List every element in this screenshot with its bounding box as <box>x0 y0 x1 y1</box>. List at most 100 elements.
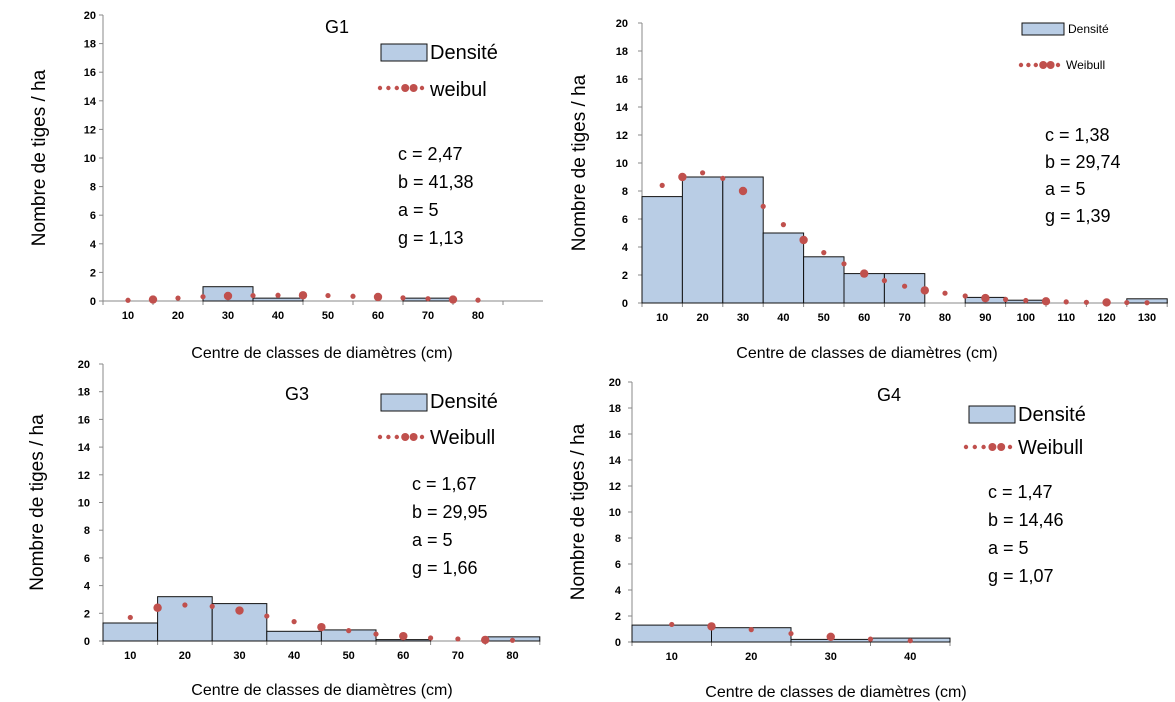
y-tick-label: 0 <box>90 296 96 308</box>
y-tick-label: 18 <box>84 39 96 51</box>
legend-weibull-dot <box>409 84 418 92</box>
legend-weibull-dot <box>377 85 383 91</box>
legend-weibull-dot <box>386 434 391 440</box>
density-bar <box>883 273 926 304</box>
x-axis-label: Centre de classes de diamètres (cm) <box>736 345 997 362</box>
legend-weibull-label: weibul <box>429 79 487 101</box>
legend-weibull-dot <box>401 433 410 441</box>
y-tick-label: 6 <box>90 210 96 222</box>
weibull-point <box>325 292 331 299</box>
weibull-point <box>981 293 990 303</box>
legend: Densité weibul <box>377 42 498 101</box>
weibull-point <box>1041 297 1051 306</box>
legend-weibull-dot <box>997 443 1006 451</box>
x-tick-label: 50 <box>322 310 334 322</box>
density-bar <box>102 622 159 642</box>
y-tick-label: 14 <box>616 102 629 114</box>
weibull-point <box>700 170 706 176</box>
y-tick-label: 12 <box>616 130 628 142</box>
legend-weibull-dot <box>981 444 986 450</box>
weibull-point <box>1144 300 1150 306</box>
weibull-point <box>678 172 687 182</box>
x-tick-label: 20 <box>696 312 708 324</box>
weibull-point <box>788 630 794 637</box>
x-tick-label: 50 <box>818 312 830 324</box>
y-tick-label: 14 <box>78 442 91 454</box>
weibull-point <box>264 613 270 619</box>
legend-density-label: Densité <box>430 42 498 64</box>
legend-weibull-dot <box>1039 61 1048 69</box>
weibull-point <box>223 291 233 301</box>
weibull-point <box>250 292 256 299</box>
y-tick-label: 16 <box>609 429 621 441</box>
legend-weibull-dot <box>386 85 391 91</box>
x-tick-label: 30 <box>825 651 837 663</box>
weibull-point <box>425 296 431 302</box>
weibull-point <box>455 636 461 642</box>
density-bar <box>681 176 724 304</box>
chart-2: 0 2 4 6 8 10 12 14 16 18 20 10 20 30 40 50 60 70 80 90 100 11… <box>569 18 1168 362</box>
legend-density-swatch <box>380 43 428 62</box>
y-tick-label: 6 <box>84 553 90 565</box>
y-tick-label: 18 <box>78 387 90 399</box>
legend-weibull-label: Weibull <box>1066 58 1105 72</box>
parameter-text: g = 1,39 <box>1045 206 1111 226</box>
y-tick-label: 20 <box>609 377 621 389</box>
weibull-point <box>509 637 516 643</box>
legend-weibull-dot <box>401 84 410 92</box>
y-tick-label: 16 <box>84 67 96 79</box>
x-axis-label: Centre de classes de diamètres (cm) <box>191 682 452 699</box>
y-tick-label: 8 <box>622 186 628 198</box>
density-bar <box>266 630 322 642</box>
weibull-parameters: c = 1,67 b = 29,95 a = 5 g = 1,66 <box>412 474 488 578</box>
parameter-text: a = 5 <box>412 530 453 550</box>
parameter-text: c = 1,47 <box>988 482 1053 502</box>
chart-title: G4 <box>877 385 901 405</box>
y-tick-label: 4 <box>622 242 629 254</box>
y-tick-label: 4 <box>84 581 91 593</box>
density-bar <box>762 232 805 304</box>
y-tick-label: 8 <box>84 525 90 537</box>
x-tick-label: 80 <box>939 312 951 324</box>
density-bar <box>843 273 885 304</box>
legend-weibull-dot <box>988 443 997 451</box>
weibull-point <box>209 603 215 609</box>
legend-density-swatch <box>1021 22 1065 36</box>
y-tick-label: 0 <box>615 637 621 649</box>
weibull-point <box>780 222 787 228</box>
legend-weibull-dot <box>394 434 399 440</box>
parameter-text: b = 14,46 <box>988 510 1064 530</box>
y-tick-label: 8 <box>90 182 96 194</box>
weibull-point <box>291 619 297 625</box>
density-bar <box>252 297 304 302</box>
weibull-point <box>399 631 408 641</box>
x-tick-label: 40 <box>904 651 916 663</box>
weibull-point <box>127 614 133 621</box>
weibull-point <box>153 603 162 612</box>
weibull-point <box>738 186 748 196</box>
x-tick-label: 20 <box>172 310 184 322</box>
y-tick-label: 10 <box>609 507 621 519</box>
parameter-text: c = 1,38 <box>1045 125 1110 145</box>
y-tick-label: 6 <box>615 559 621 571</box>
legend-density-label: Densité <box>1018 404 1086 426</box>
weibull-point <box>448 295 458 304</box>
legend-weibull-label: Weibull <box>1018 437 1083 459</box>
parameter-text: b = 29,95 <box>412 502 488 522</box>
y-tick-label: 0 <box>84 636 90 648</box>
y-axis-label: Nombre de tiges / ha <box>568 423 589 600</box>
x-tick-label: 60 <box>372 310 384 322</box>
weibull-point <box>317 622 326 632</box>
weibull-point <box>200 294 206 300</box>
parameter-text: b = 41,38 <box>398 172 474 192</box>
weibull-point <box>1124 299 1130 306</box>
y-axis-label: Nombre de tiges / ha <box>27 414 48 591</box>
weibull-point <box>481 635 490 645</box>
legend-weibull-dot <box>394 85 399 91</box>
legend: Densité Weibull <box>377 391 498 449</box>
weibull-point <box>659 182 665 188</box>
parameter-text: a = 5 <box>988 538 1029 558</box>
x-tick-label: 10 <box>666 651 678 663</box>
chart-title: G1 <box>325 17 349 37</box>
weibull-point <box>400 295 406 301</box>
